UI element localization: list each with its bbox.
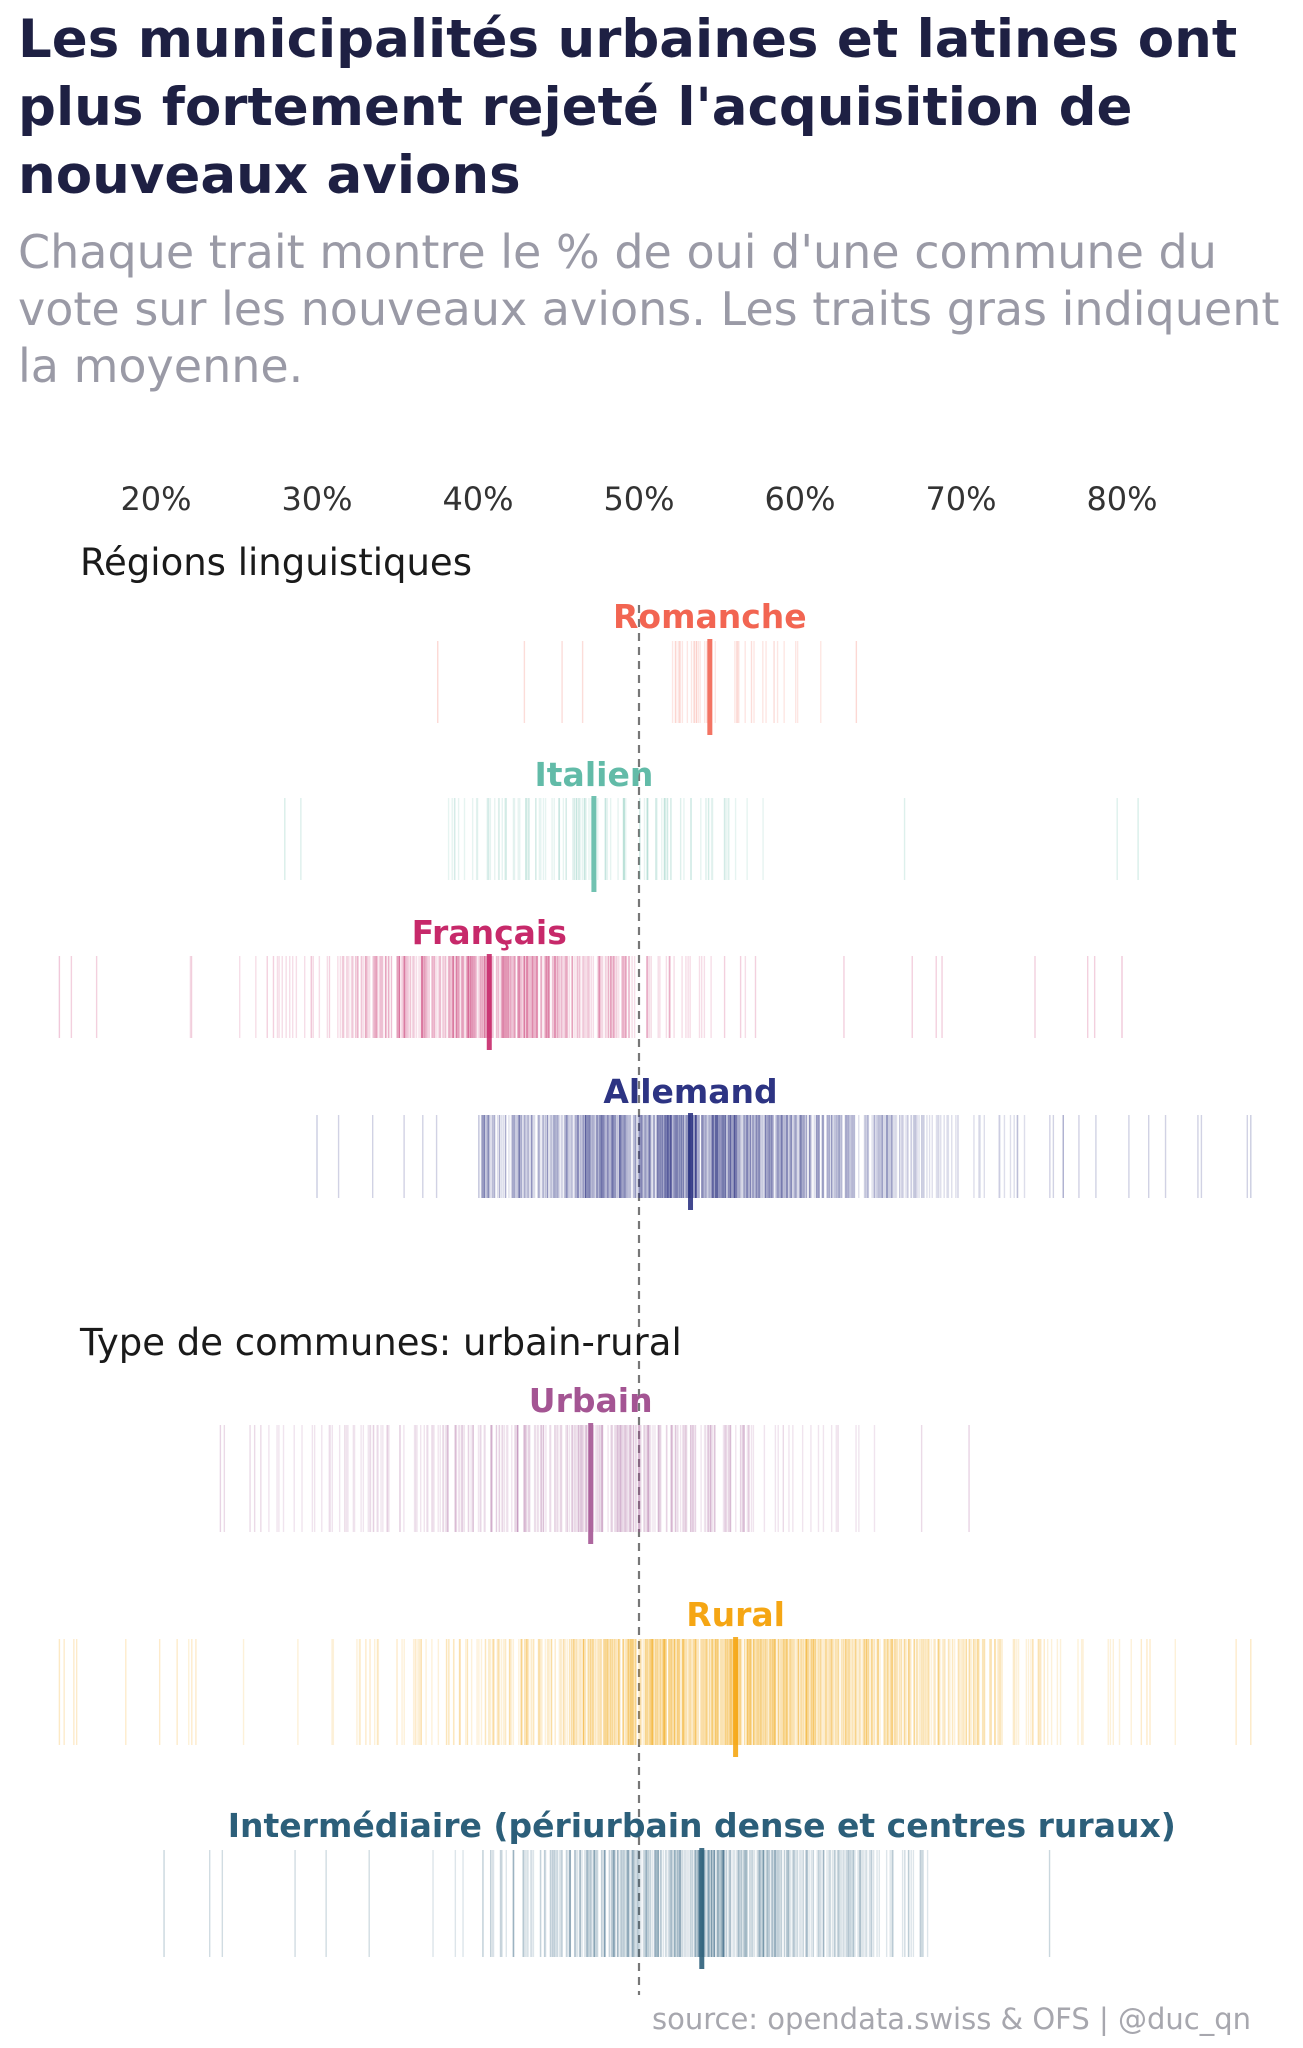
chart-title: Les municipalités urbaines et latines on… [18,9,1238,206]
strip-group: Français [58,913,1123,1050]
x-tick-label: 20% [120,480,191,518]
strip-group: Urbain [219,1381,970,1544]
group-label: Rural [686,1595,785,1634]
x-tick-label: 40% [442,480,513,518]
group-label: Urbain [529,1381,653,1420]
group-label: Intermédiaire (périurbain dense et centr… [228,1806,1176,1845]
panel-title: Régions linguistiques [80,541,472,584]
panel-title: Type de communes: urbain-rural [79,1321,682,1364]
strip-group: Intermédiaire (périurbain dense et centr… [163,1806,1176,1969]
x-axis: 20% 30% 40% 50% 60% 70% 80% [120,480,1157,518]
panel: Régions linguistiques Romanche Italien Fran… [58,541,1252,1210]
strip-group: Allemand [316,1072,1252,1210]
chart-subtitle: Chaque trait montre le % de oui d'une co… [18,225,1280,393]
x-tick-label: 30% [281,480,352,518]
x-tick-label: 70% [925,480,996,518]
panel: Type de communes: urbain-rural Urbain Rura… [58,1321,1252,1969]
x-tick-label: 50% [603,480,674,518]
strip-group: Rural [58,1595,1252,1757]
source-note: source: opendata.swiss & OFS | @duc_qn [652,2002,1251,2036]
panels: Régions linguistiques Romanche Italien Fran… [58,541,1252,1969]
group-label: Romanche [613,597,807,636]
group-label: Allemand [603,1072,777,1111]
group-label: Français [412,913,567,952]
x-tick-label: 60% [764,480,835,518]
strip-group: Italien [284,755,1139,892]
strip-group: Romanche [437,597,858,735]
group-label: Italien [535,755,654,794]
x-tick-label: 80% [1086,480,1157,518]
